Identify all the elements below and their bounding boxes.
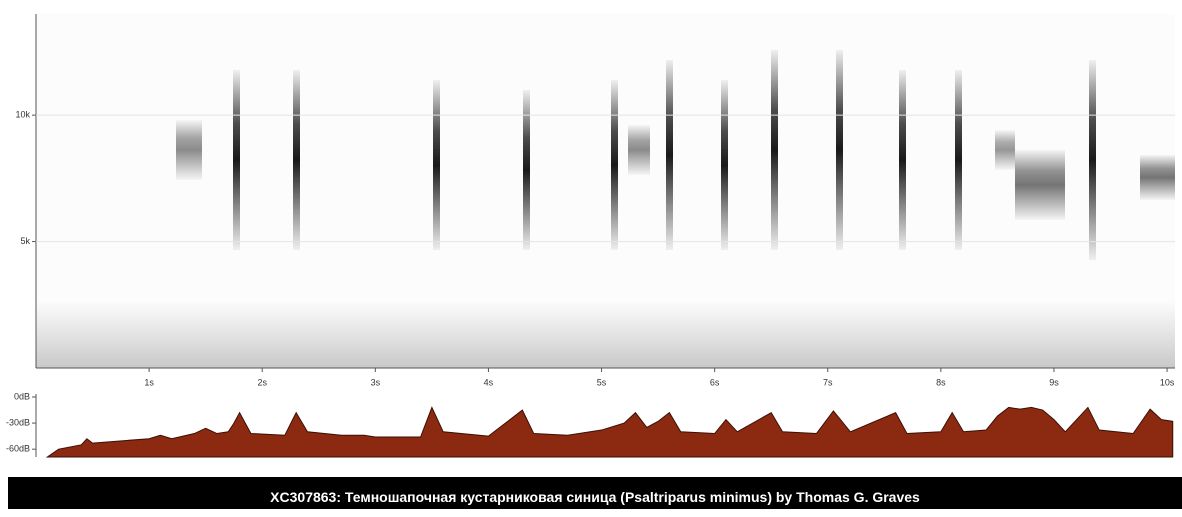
x-tick-label: 1s bbox=[144, 377, 154, 387]
amplitude: 0dB -30dB -60dB bbox=[6, 391, 1174, 458]
x-tick-label: 9s bbox=[1049, 377, 1059, 387]
page: 5k 10k 1s 2s 3s 4s 5s 6s 7s 8s 9s 10s 0dB -30dB -60dB… bbox=[5, 14, 1182, 509]
x-tick-label: 10s bbox=[1160, 377, 1175, 387]
y-tick-label: 0dB bbox=[14, 391, 30, 401]
x-tick-label: 7s bbox=[823, 377, 833, 387]
x-tick-label: 5s bbox=[597, 377, 607, 387]
x-tick-label: 6s bbox=[710, 377, 720, 387]
calls bbox=[176, 50, 1175, 260]
x-tick-label: 4s bbox=[484, 377, 494, 387]
x-tick-label: 2s bbox=[257, 377, 267, 387]
y-tick-label: -30dB bbox=[6, 417, 30, 427]
noise-band bbox=[36, 300, 1175, 368]
x-tick-label: 3s bbox=[371, 377, 381, 387]
y-tick-label: 5k bbox=[20, 236, 30, 246]
player: 5k 10k 1s 2s 3s 4s 5s 6s 7s 8s 9s 10s 0dB -30dB -60dB bbox=[6, 14, 1175, 458]
x-tick-label: 8s bbox=[936, 377, 946, 387]
y-tick-label: 10k bbox=[15, 110, 30, 120]
spectrogram: 5k 10k 1s 2s 3s 4s 5s 6s 7s 8s 9s 10s bbox=[15, 14, 1175, 387]
y-tick-label: -60dB bbox=[6, 444, 30, 454]
caption: XC307863: Темношапочная кустарниковая си… bbox=[8, 477, 1182, 509]
amplitude-area bbox=[45, 406, 1174, 458]
